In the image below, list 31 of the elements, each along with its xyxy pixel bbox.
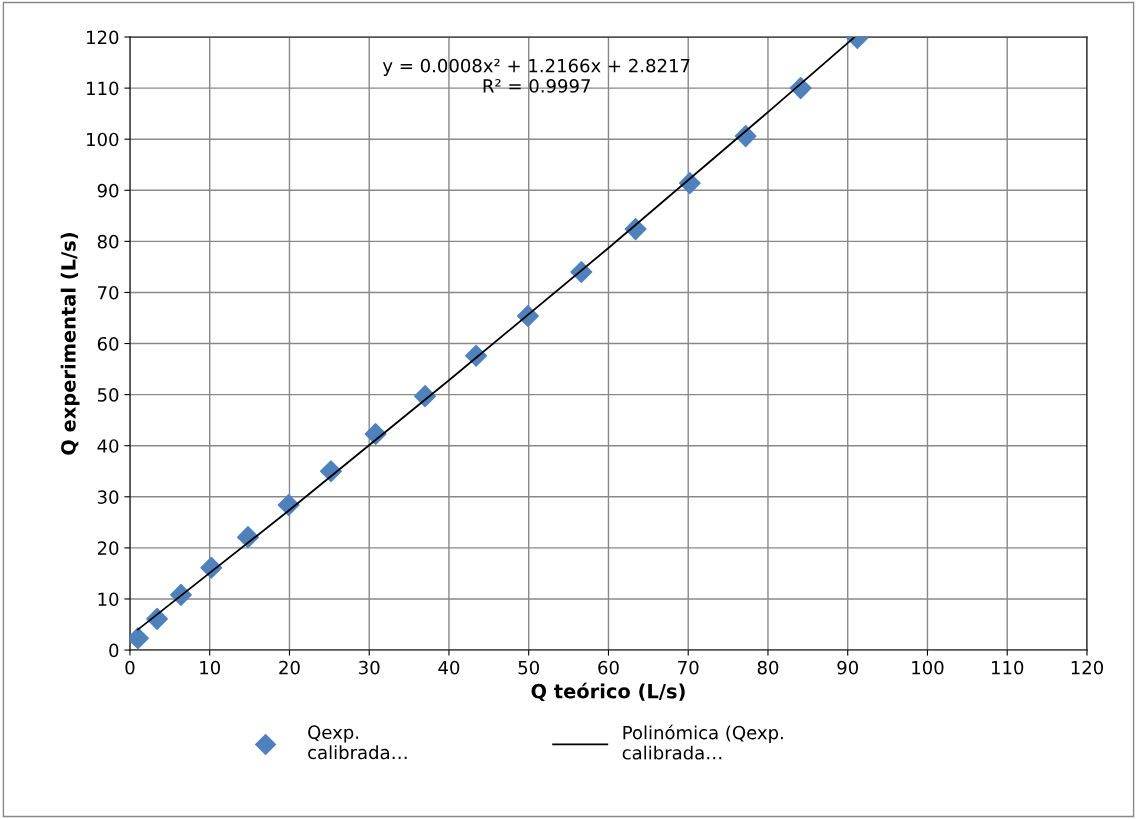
- y-tick-label: 90: [97, 183, 119, 198]
- x-tick-label: 90: [837, 660, 859, 675]
- y-tick-label: 70: [98, 285, 119, 300]
- x-tick-label: 50: [518, 660, 539, 675]
- y-tick-label: 110: [87, 81, 119, 96]
- y-tick-label: 10: [98, 592, 119, 607]
- legend-label: Polinómica (Qexp. calibrada…: [622, 724, 783, 760]
- y-tick-label: 120: [87, 30, 119, 45]
- x-tick-label: 110: [991, 660, 1024, 675]
- x-tick-label: 120: [1071, 660, 1103, 675]
- x-tick-label: 10: [200, 660, 220, 675]
- legend-label: Qexp. calibrada…: [308, 725, 407, 760]
- y-tick-label: 20: [97, 541, 119, 555]
- x-tick-label: 70: [678, 660, 699, 675]
- y-tick-label: 30: [97, 490, 119, 504]
- x-tick-label: 100: [912, 660, 944, 675]
- x-tick-label: 80: [757, 660, 779, 675]
- x-tick-label: 40: [438, 660, 460, 675]
- x-tick-label: 60: [598, 660, 619, 675]
- x-tick-label: 20: [279, 660, 300, 675]
- y-tick-label: 40: [97, 439, 119, 453]
- x-axis-title: Q teórico (L/s): [531, 682, 685, 702]
- y-tick-label: 50: [97, 388, 119, 402]
- x-tick-label: 30: [359, 660, 380, 675]
- y-tick-label: 0: [109, 643, 119, 658]
- y-tick-label: 60: [97, 336, 119, 351]
- x-tick-label: 0: [125, 660, 135, 675]
- y-tick-label: 100: [87, 132, 119, 147]
- annotation: y = 0.0008x² + 1.2166x + 2.8217 R² = 0.9997: [382, 58, 690, 93]
- y-tick-label: 80: [97, 234, 119, 249]
- y-axis-title: Q experimental (L/s): [60, 233, 80, 455]
